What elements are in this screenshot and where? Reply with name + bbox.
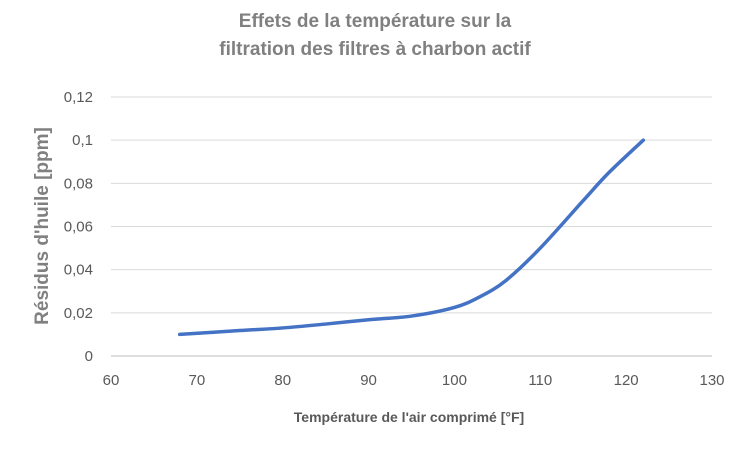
y-axis-label: Résidus d'huile [ppm] — [32, 127, 53, 325]
y-tick-label: 0 — [85, 348, 93, 365]
x-tick-label: 110 — [528, 372, 552, 389]
x-tick-label: 60 — [103, 372, 120, 389]
data-series-line — [177, 138, 646, 337]
x-tick-label: 130 — [699, 372, 724, 389]
y-tick-label: 0,08 — [64, 175, 93, 192]
y-tick-label: 0,1 — [72, 132, 93, 149]
x-tick-label: 80 — [274, 372, 291, 389]
chart-title-line-1: Effets de la température sur la — [238, 11, 512, 32]
series-layer — [177, 138, 646, 337]
x-tick-label: 120 — [614, 372, 639, 389]
gridlines — [111, 96, 712, 314]
y-tick-label: 0,12 — [64, 89, 93, 106]
x-tick-label: 70 — [189, 372, 206, 389]
x-tick-label: 100 — [442, 372, 467, 389]
x-axis-label: Température de l'air comprimé [°F] — [294, 409, 524, 425]
x-tick-label: 90 — [360, 372, 377, 389]
y-tick-label: 0,06 — [64, 219, 93, 236]
chart-title-line-2: filtration des filtres à charbon actif — [219, 39, 531, 60]
y-tick-label: 0,04 — [64, 262, 93, 279]
tick-labels: 0 0,02 0,04 0,06 0,08 0,1 0,12 60 70 80 90 100 110 12… — [64, 89, 725, 389]
y-tick-label: 0,02 — [64, 305, 93, 322]
